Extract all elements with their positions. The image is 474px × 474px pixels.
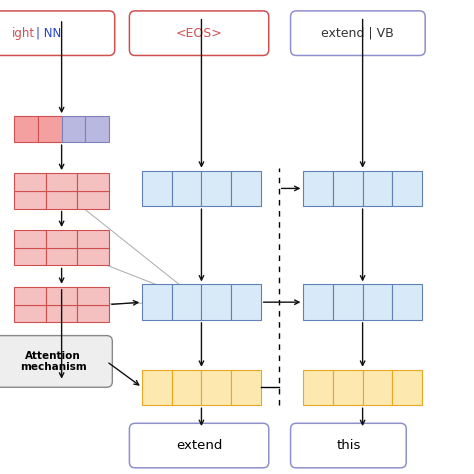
Bar — [303, 171, 333, 206]
Bar — [363, 370, 392, 405]
Bar — [142, 284, 172, 320]
Bar — [46, 287, 77, 305]
Bar — [392, 284, 422, 320]
Bar — [46, 230, 77, 248]
Bar — [14, 248, 46, 265]
Bar — [46, 173, 77, 191]
FancyBboxPatch shape — [0, 336, 112, 387]
Bar — [62, 116, 85, 142]
Text: <EOS>: <EOS> — [176, 27, 222, 40]
Text: extend: extend — [176, 439, 222, 452]
Bar — [46, 248, 77, 265]
FancyBboxPatch shape — [129, 423, 269, 468]
Bar — [14, 287, 46, 305]
Text: extend | VB: extend | VB — [321, 27, 394, 40]
Bar — [231, 284, 261, 320]
Bar — [172, 171, 201, 206]
FancyBboxPatch shape — [0, 11, 115, 55]
Bar — [14, 305, 46, 322]
Bar — [392, 370, 422, 405]
Bar — [172, 370, 201, 405]
Bar — [201, 370, 231, 405]
Bar — [303, 284, 333, 320]
Bar — [14, 116, 38, 142]
FancyBboxPatch shape — [291, 11, 425, 55]
Text: | NN: | NN — [36, 27, 61, 40]
Bar — [172, 284, 201, 320]
Bar — [363, 171, 392, 206]
Bar — [77, 230, 109, 248]
Bar — [77, 287, 109, 305]
FancyBboxPatch shape — [291, 423, 406, 468]
Bar — [14, 173, 46, 191]
Bar — [201, 284, 231, 320]
Bar — [303, 370, 333, 405]
Bar — [77, 248, 109, 265]
Bar — [201, 171, 231, 206]
Bar — [231, 370, 261, 405]
Bar — [392, 171, 422, 206]
Text: this: this — [336, 439, 361, 452]
Bar — [77, 173, 109, 191]
Bar — [46, 305, 77, 322]
Bar — [333, 284, 363, 320]
Bar — [14, 191, 46, 209]
Bar — [14, 230, 46, 248]
Bar — [77, 305, 109, 322]
Bar — [231, 171, 261, 206]
Text: ight: ight — [12, 27, 35, 40]
Bar — [363, 284, 392, 320]
Text: Attention
mechanism: Attention mechanism — [20, 351, 87, 372]
Bar — [38, 116, 62, 142]
FancyBboxPatch shape — [129, 11, 269, 55]
Bar — [85, 116, 109, 142]
Bar — [46, 191, 77, 209]
Bar — [333, 171, 363, 206]
Bar — [77, 191, 109, 209]
Bar — [142, 171, 172, 206]
Bar — [333, 370, 363, 405]
Bar — [142, 370, 172, 405]
